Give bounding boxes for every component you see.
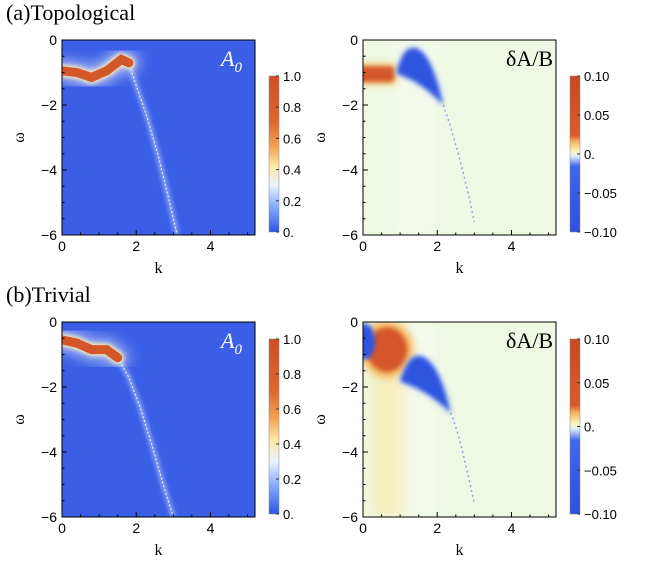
x-tick-label: 2	[433, 238, 441, 254]
colorbar-frame	[268, 75, 280, 233]
positive-blob	[367, 327, 408, 372]
panel-label: δA/B	[506, 46, 553, 71]
x-axis-label: k	[456, 260, 464, 277]
colorbar	[570, 339, 580, 514]
colorbar-tick-label: 0.05	[584, 108, 609, 123]
y-tick-label: −4	[41, 162, 57, 178]
x-tick-label: 4	[508, 520, 516, 536]
panel-2-plot-area	[62, 322, 255, 517]
band-strong	[62, 54, 134, 83]
colorbar-frame	[268, 338, 280, 515]
colorbar	[269, 76, 279, 232]
colorbar-tick-label: 0.2	[283, 472, 301, 487]
y-tick-label: −6	[342, 227, 358, 243]
x-tick-label: 0	[359, 238, 367, 254]
y-tick-label: −2	[342, 379, 358, 395]
colorbar-tick-label: 0.4	[283, 437, 301, 452]
colorbar-tick-label: 0.2	[283, 194, 301, 209]
colorbar-tick-label: 0.	[584, 420, 595, 435]
colorbar-tick-label: 0.6	[283, 402, 301, 417]
x-axis-label: k	[155, 542, 163, 559]
colorbar	[269, 339, 279, 514]
band-strong	[62, 335, 123, 363]
y-axis-label: ω	[11, 414, 28, 425]
y-axis-label: ω	[312, 132, 329, 143]
y-axis-label: ω	[312, 414, 329, 425]
colorbar-tick-label: −0.05	[584, 463, 617, 478]
section-label-trivial: (b)Trivial	[6, 282, 91, 307]
colorbar-tick-label: −0.10	[584, 507, 617, 522]
negative-edge	[363, 323, 375, 360]
colorbar-tick-label: 1.0	[283, 69, 301, 84]
section-label-topological: (a)Topological	[6, 0, 136, 25]
y-tick-label: 0	[49, 314, 57, 330]
x-tick-label: 2	[433, 520, 441, 536]
x-tick-label: 4	[508, 238, 516, 254]
colorbar-tick-label: 0.	[584, 147, 595, 162]
colorbar-tick-label: 0.8	[283, 367, 301, 382]
y-tick-label: −6	[342, 509, 358, 525]
negative-tail	[442, 104, 476, 223]
y-tick-label: −6	[41, 227, 57, 243]
negative-lobe	[396, 47, 444, 105]
colorbar-tick-label: 1.0	[283, 332, 301, 347]
x-tick-label: 2	[132, 520, 140, 536]
y-tick-label: 0	[350, 314, 358, 330]
panel-3-plot-area	[363, 322, 556, 517]
y-tick-label: −4	[342, 444, 358, 460]
y-tick-label: −6	[41, 509, 57, 525]
colorbar-tick-label: 0.05	[584, 376, 609, 391]
negative-lobe	[400, 355, 451, 413]
panel-0-plot-area	[62, 40, 255, 235]
colorbar-tick-label: 0.6	[283, 131, 301, 146]
colorbar-tick-label: −0.10	[584, 225, 617, 240]
x-tick-label: 0	[58, 520, 66, 536]
y-tick-label: −2	[342, 97, 358, 113]
y-tick-label: 0	[350, 32, 358, 48]
colorbar-tick-label: 0.	[283, 225, 294, 240]
y-tick-label: −2	[41, 379, 57, 395]
y-tick-label: −4	[342, 162, 358, 178]
x-axis-label: k	[155, 260, 163, 277]
x-tick-label: 0	[58, 238, 66, 254]
colorbar-tick-label: 0.8	[283, 100, 301, 115]
colorbar	[570, 76, 580, 232]
x-tick-label: 2	[132, 238, 140, 254]
positive-band	[363, 66, 395, 83]
y-tick-label: 0	[49, 32, 57, 48]
x-tick-label: 4	[207, 238, 215, 254]
y-axis-label: ω	[11, 132, 28, 143]
panel-label: δA/B	[506, 328, 553, 353]
x-axis-label: k	[456, 542, 464, 559]
negative-tail	[449, 412, 476, 505]
x-tick-label: 4	[207, 520, 215, 536]
colorbar-tick-label: −0.05	[584, 186, 617, 201]
x-tick-label: 0	[359, 520, 367, 536]
colorbar-tick-label: 0.10	[584, 69, 609, 84]
colorbar-tick-label: 0.	[283, 507, 294, 522]
colorbar-tick-label: 0.4	[283, 163, 301, 178]
y-tick-label: −4	[41, 444, 57, 460]
y-tick-label: −2	[41, 97, 57, 113]
panel-1-plot-area	[363, 40, 556, 235]
colorbar-tick-label: 0.10	[584, 332, 609, 347]
